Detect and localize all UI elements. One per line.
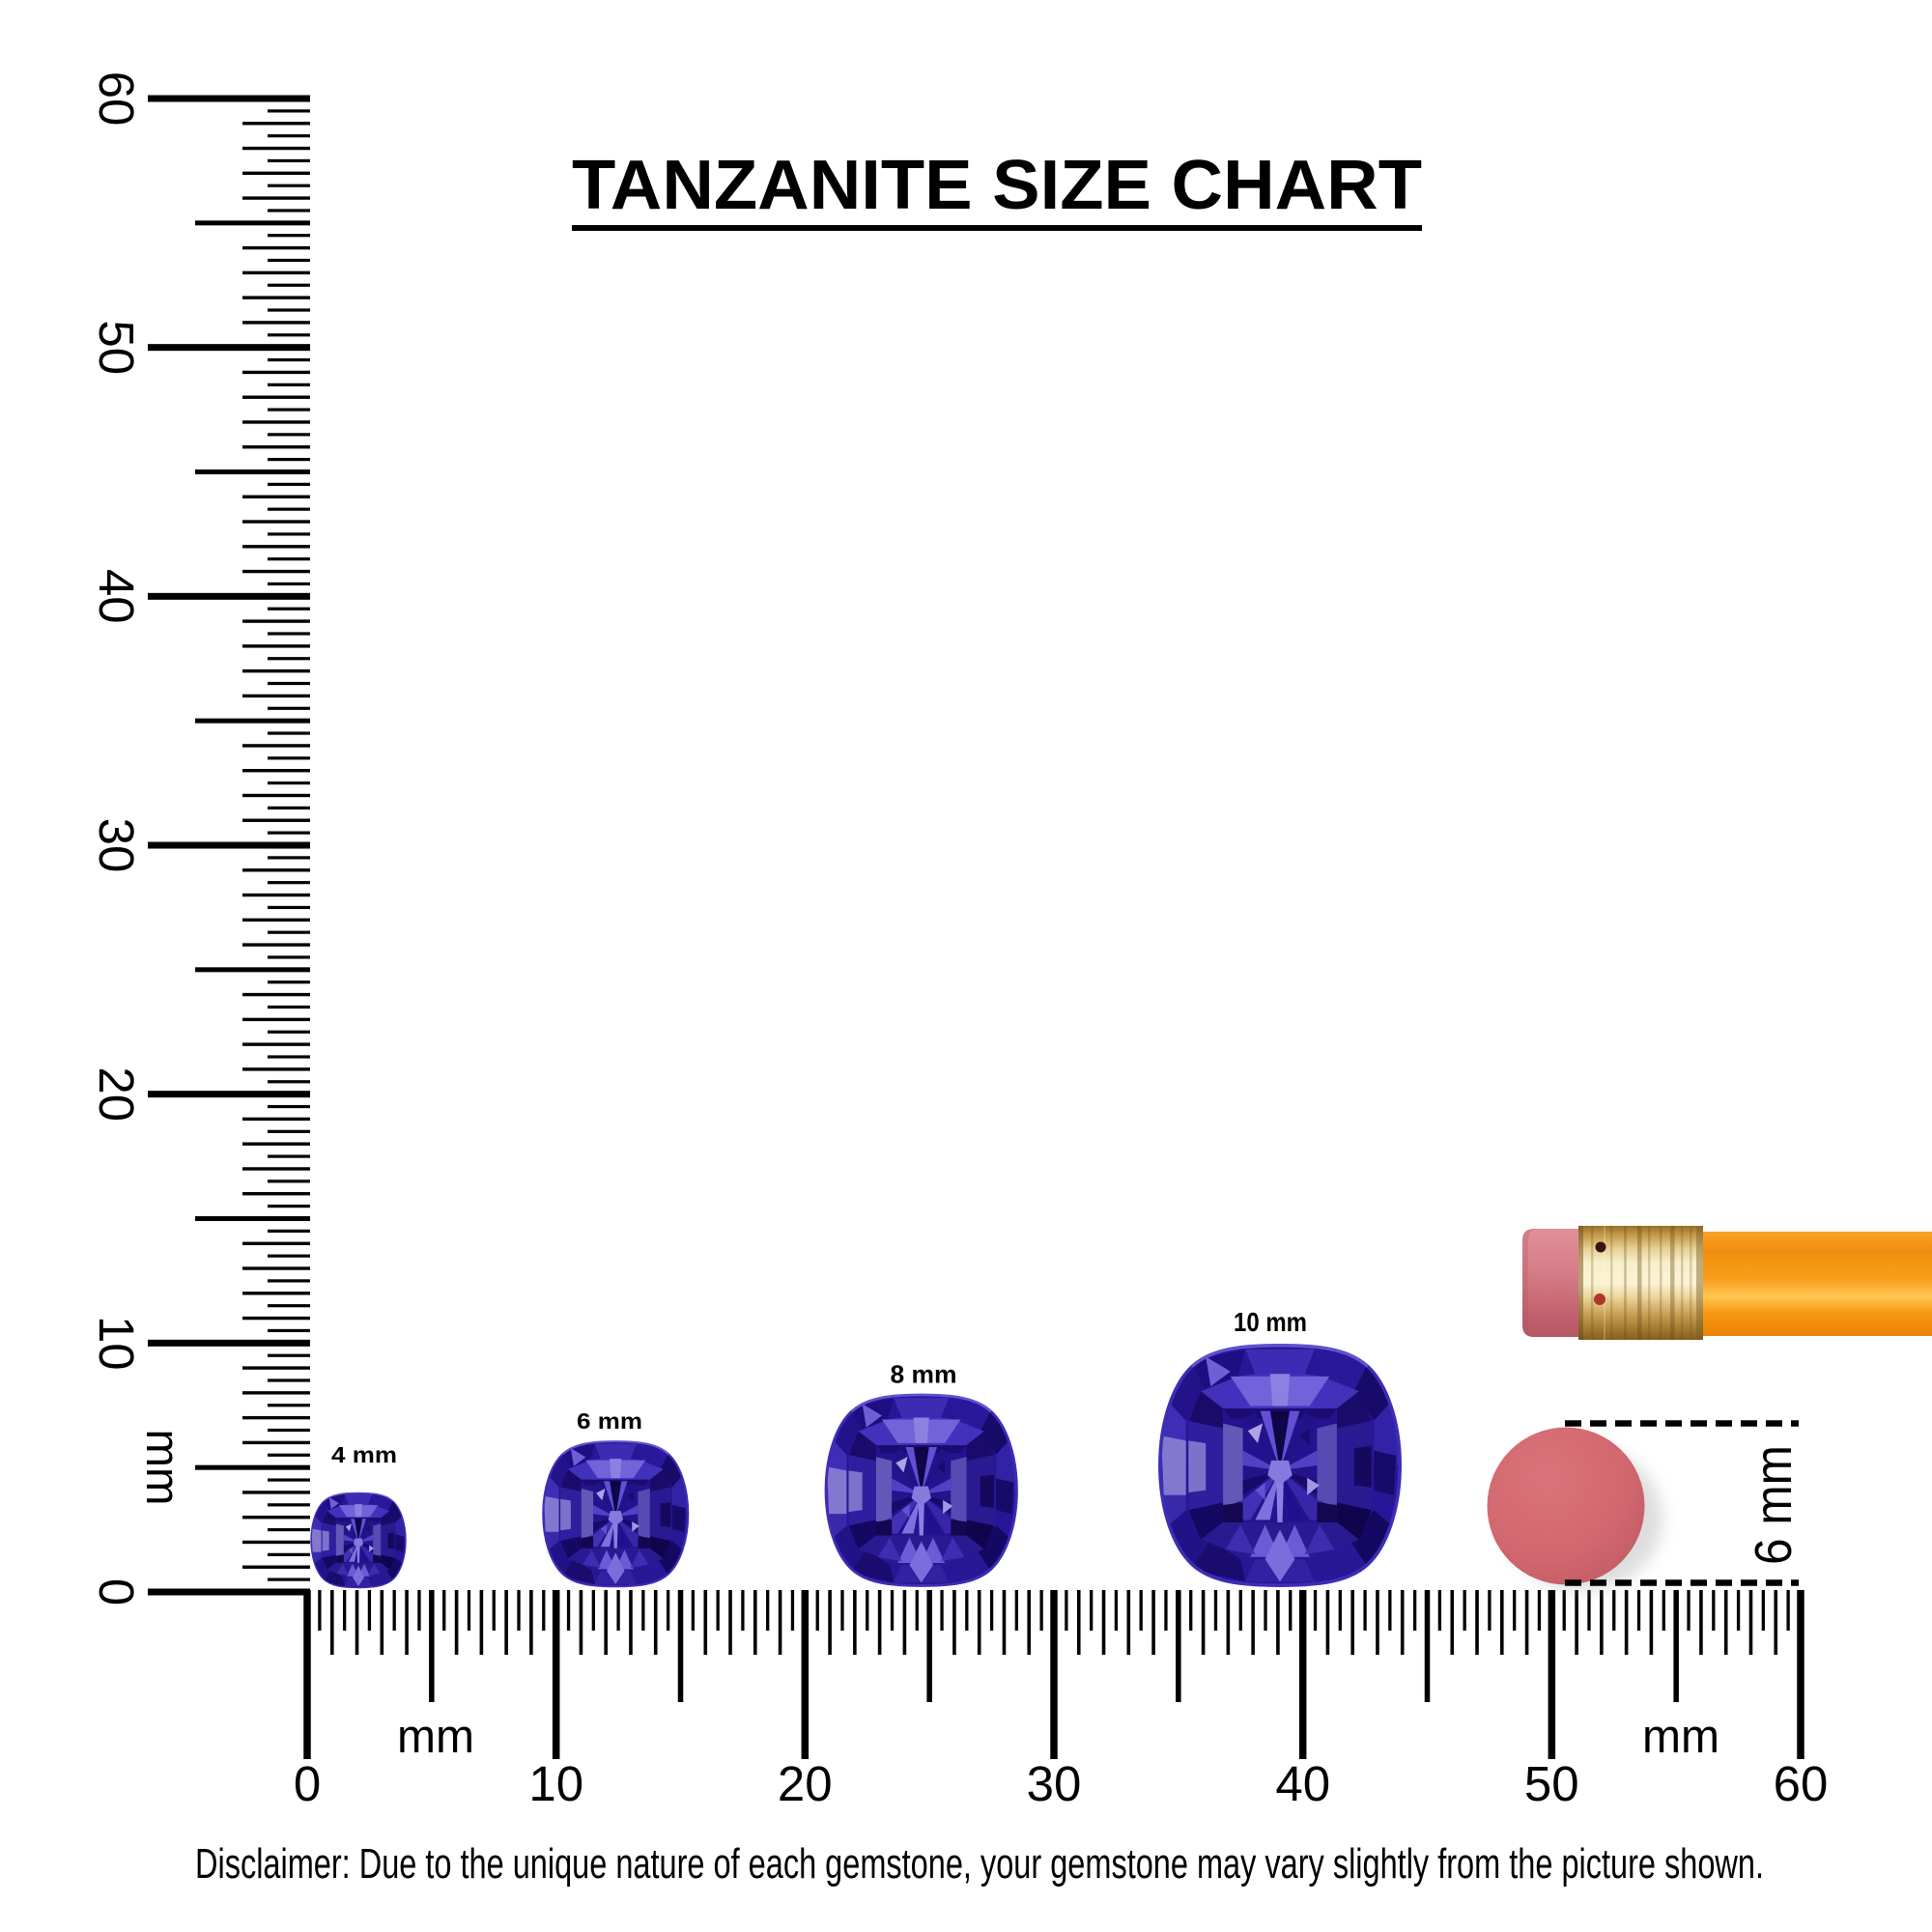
svg-text:10 mm: 10 mm (1234, 1307, 1307, 1337)
svg-text:6 mm: 6 mm (577, 1408, 642, 1434)
svg-text:60: 60 (1774, 1756, 1829, 1811)
svg-text:40: 40 (89, 569, 144, 624)
svg-text:TANZANITE SIZE CHART: TANZANITE SIZE CHART (572, 147, 1422, 224)
svg-text:30: 30 (1027, 1756, 1082, 1811)
svg-text:mm: mm (136, 1430, 188, 1506)
svg-text:mm: mm (397, 1711, 474, 1763)
svg-text:50: 50 (89, 320, 144, 375)
svg-text:10: 10 (528, 1756, 583, 1811)
svg-text:0: 0 (89, 1578, 144, 1605)
svg-text:0: 0 (294, 1756, 321, 1811)
svg-text:30: 30 (89, 818, 144, 873)
svg-text:Disclaimer: Due to the unique: Disclaimer: Due to the unique nature of … (195, 1840, 1764, 1888)
svg-text:40: 40 (1275, 1756, 1330, 1811)
svg-text:mm: mm (1642, 1711, 1719, 1763)
svg-text:60: 60 (89, 71, 144, 127)
svg-text:4 mm: 4 mm (331, 1442, 397, 1467)
svg-text:20: 20 (778, 1756, 833, 1811)
svg-text:10: 10 (89, 1316, 144, 1371)
svg-text:8 mm: 8 mm (891, 1360, 957, 1389)
svg-text:50: 50 (1524, 1756, 1579, 1811)
svg-text:20: 20 (89, 1066, 144, 1122)
svg-text:6 mm: 6 mm (1745, 1445, 1803, 1565)
